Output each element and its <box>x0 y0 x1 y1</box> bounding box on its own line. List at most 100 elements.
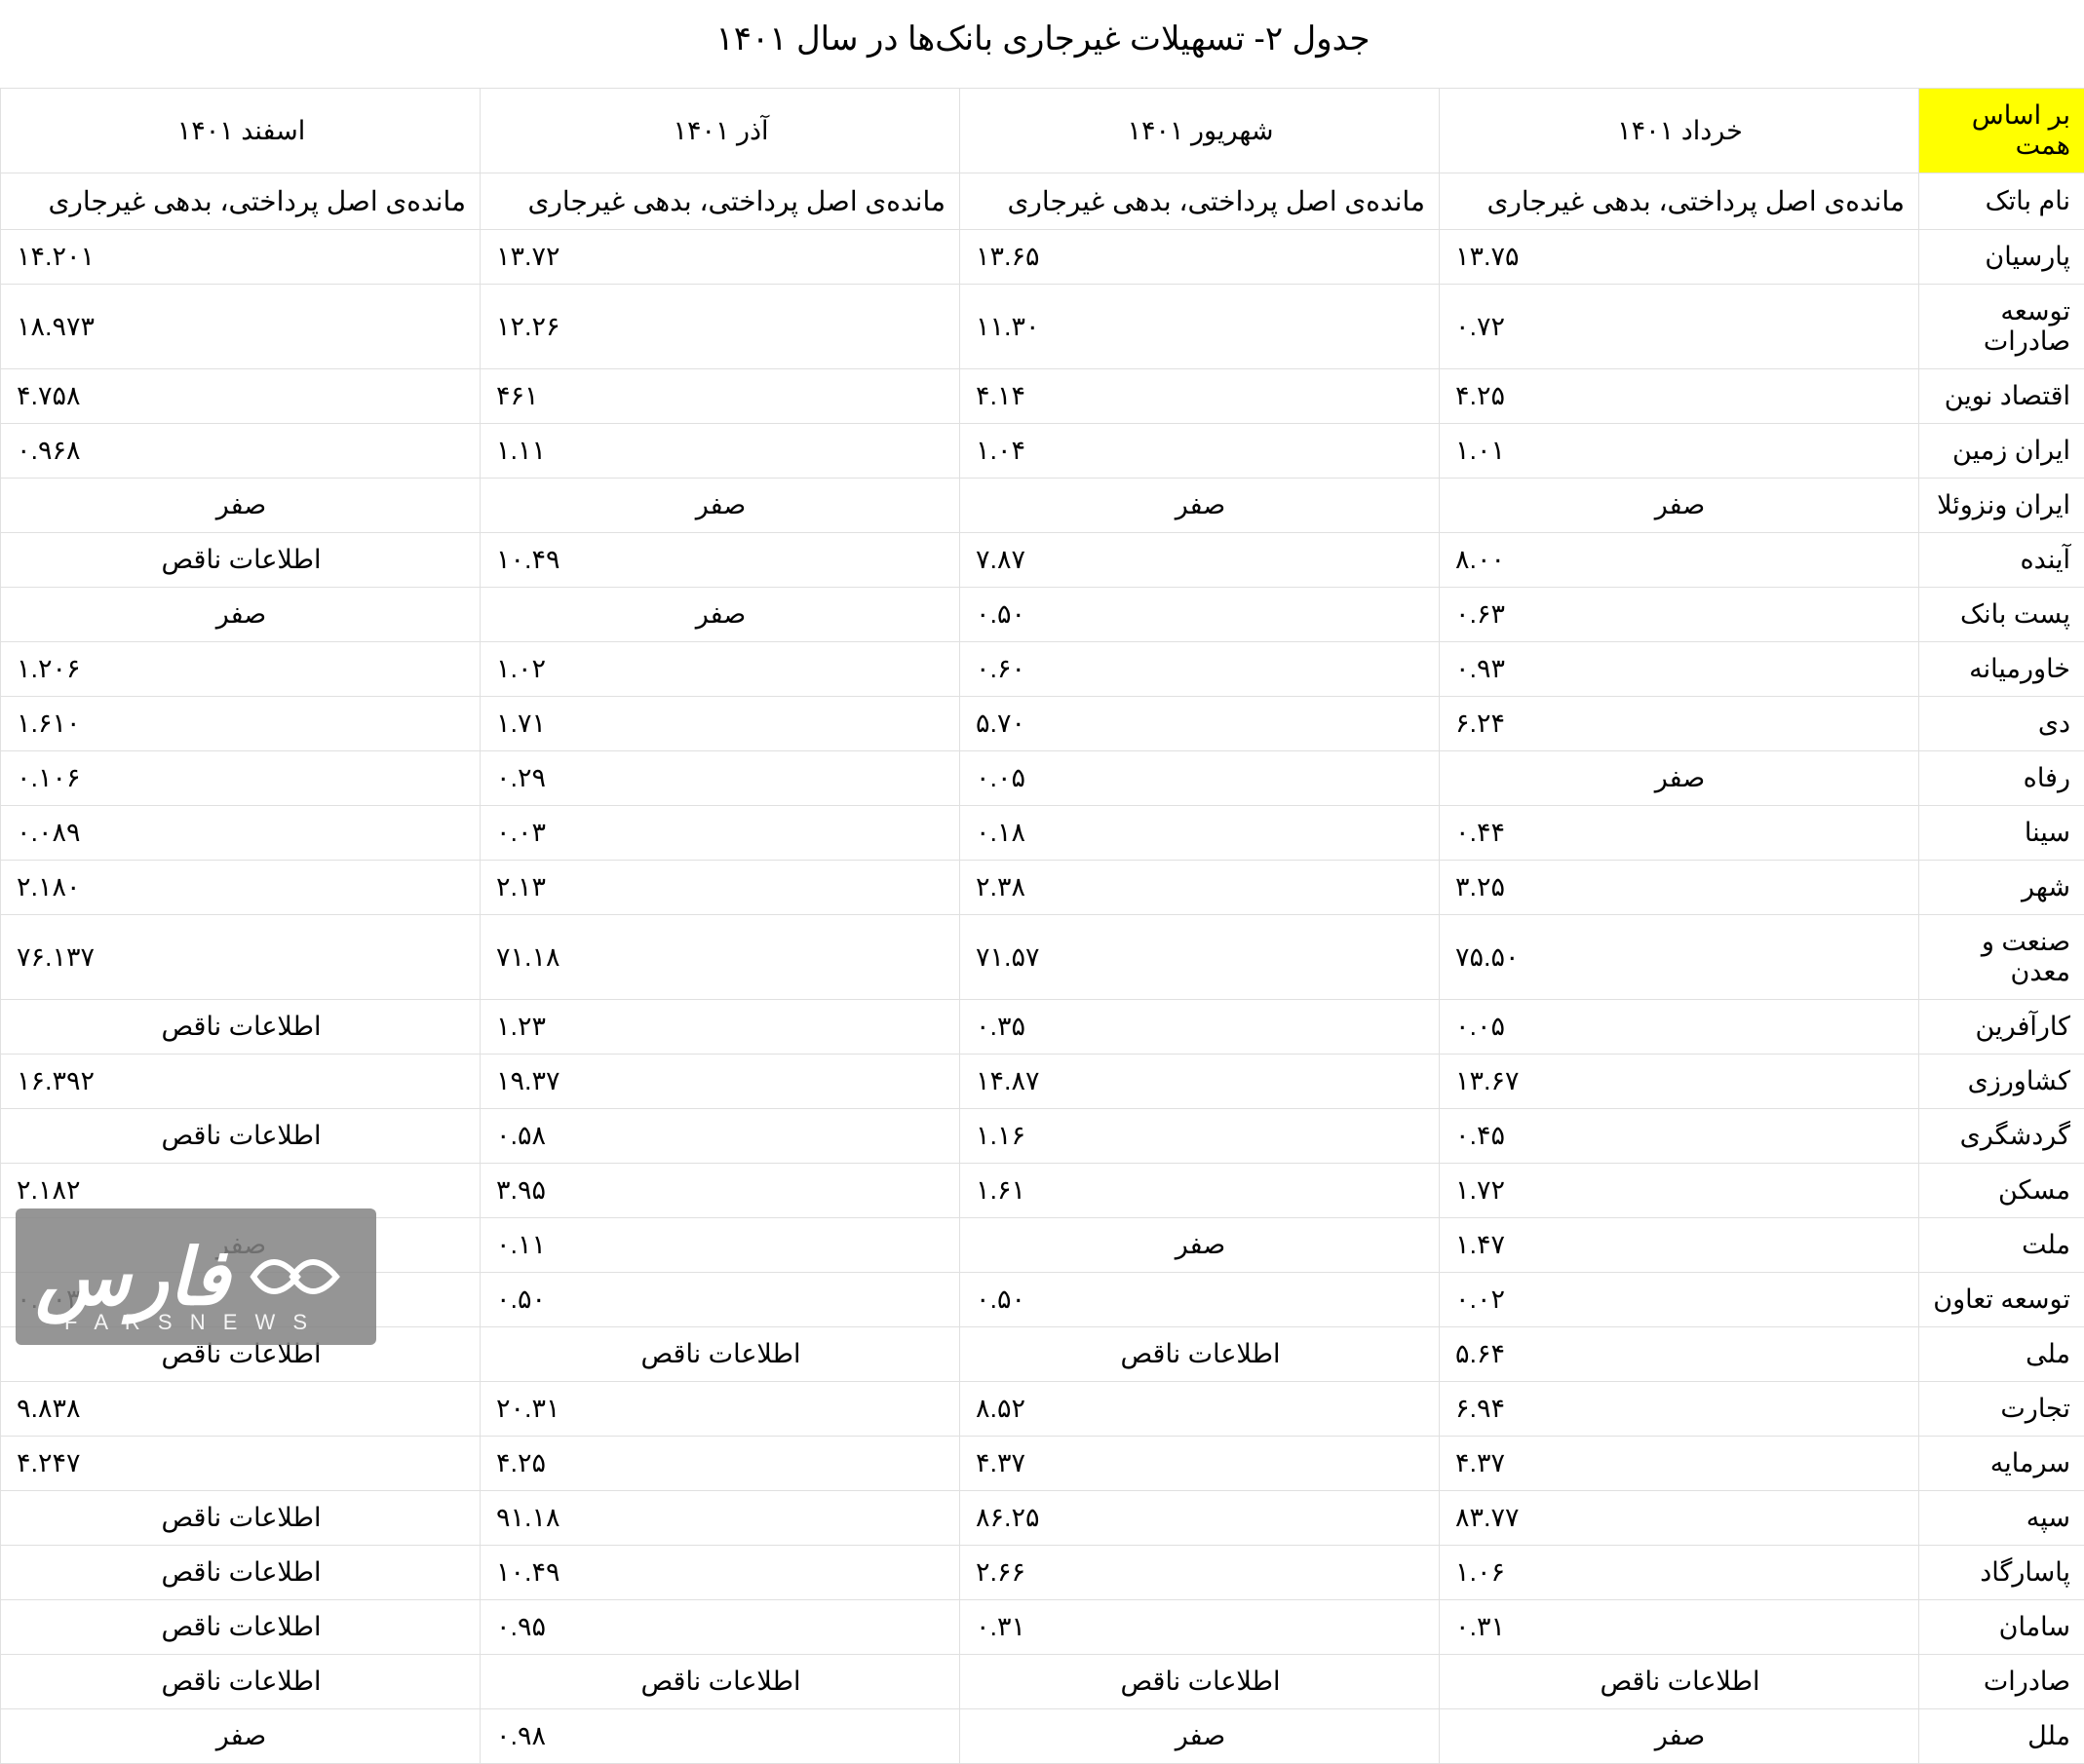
table-body: پارسیان۱۳.۷۵۱۳.۶۵۱۳.۷۲۱۴.۲۰۱توسعه صادرات… <box>0 230 2084 1764</box>
data-cell: ۶.۹۴ <box>1439 1382 1918 1437</box>
bank-name: سینا <box>1918 806 2084 861</box>
data-cell: ۰.۶۰ <box>959 642 1439 697</box>
data-cell: ۰.۳۱ <box>959 1600 1439 1655</box>
data-cell: اطلاعات ناقص <box>0 1109 480 1164</box>
data-cell: ۴.۷۵۸ <box>0 369 480 424</box>
data-cell: ۲.۱۸۰ <box>0 861 480 915</box>
bank-name: مسکن <box>1918 1164 2084 1218</box>
period-3: آذر ۱۴۰۱ <box>480 89 959 173</box>
data-cell: ۱۸.۹۷۳ <box>0 285 480 369</box>
bank-name: توسعه تعاون <box>1918 1273 2084 1327</box>
data-cell: ۵.۷۰ <box>959 697 1439 751</box>
data-cell: صفر <box>1439 479 1918 533</box>
data-cell: ۰.۴۵ <box>1439 1109 1918 1164</box>
data-cell: اطلاعات ناقص <box>959 1327 1439 1382</box>
table-row: رفاهصفر۰.۰۵۰.۲۹۰.۱۰۶ <box>0 751 2084 806</box>
data-cell: ۸.۵۲ <box>959 1382 1439 1437</box>
data-cell: اطلاعات ناقص <box>0 1000 480 1055</box>
data-cell: ۰.۰۵ <box>1439 1000 1918 1055</box>
data-cell: ۷۵.۵۰ <box>1439 915 1918 1000</box>
bank-name: گردشگری <box>1918 1109 2084 1164</box>
period-2: شهریور ۱۴۰۱ <box>959 89 1439 173</box>
data-cell: ۱۲.۲۶ <box>480 285 959 369</box>
data-cell: ۰.۰۲ <box>1439 1273 1918 1327</box>
data-cell: ۰.۵۰ <box>959 588 1439 642</box>
data-cell: ۱۰.۴۹ <box>480 1546 959 1600</box>
data-cell: صفر <box>959 1709 1439 1764</box>
data-cell: اطلاعات ناقص <box>0 533 480 588</box>
table-row: سینا۰.۴۴۰.۱۸۰.۰۳۰.۰۸۹ <box>0 806 2084 861</box>
data-cell: ۰.۹۶۸ <box>0 424 480 479</box>
table-row: پارسیان۱۳.۷۵۱۳.۶۵۱۳.۷۲۱۴.۲۰۱ <box>0 230 2084 285</box>
data-cell: ۰.۵۸ <box>480 1109 959 1164</box>
table-row: شهر۳.۲۵۲.۳۸۲.۱۳۲.۱۸۰ <box>0 861 2084 915</box>
data-cell: ۰.۴۴ <box>1439 806 1918 861</box>
bank-name: صادرات <box>1918 1655 2084 1709</box>
data-cell: ۴.۲۴۷ <box>0 1437 480 1491</box>
data-cell: اطلاعات ناقص <box>480 1655 959 1709</box>
data-cell: ۲.۱۸۲ <box>0 1164 480 1218</box>
data-cell: ۰.۵۰ <box>480 1273 959 1327</box>
table-row: اقتصاد نوین۴.۲۵۴.۱۴۴۶۱۴.۷۵۸ <box>0 369 2084 424</box>
sub-label-2: مانده‌ی اصل پرداختی، بدهی غیرجاری <box>959 173 1439 230</box>
data-cell: ۶.۲۴ <box>1439 697 1918 751</box>
data-cell: ۱.۰۶ <box>1439 1546 1918 1600</box>
table-row: سپه۸۳.۷۷۸۶.۲۵۹۱.۱۸اطلاعات ناقص <box>0 1491 2084 1546</box>
data-cell: اطلاعات ناقص <box>480 1327 959 1382</box>
bank-name: کارآفرین <box>1918 1000 2084 1055</box>
table-row: پاسارگاد۱.۰۶۲.۶۶۱۰.۴۹اطلاعات ناقص <box>0 1546 2084 1600</box>
bank-name: کشاورزی <box>1918 1055 2084 1109</box>
data-cell: ۰.۱۱ <box>480 1218 959 1273</box>
data-cell: ۱.۶۱ <box>959 1164 1439 1218</box>
data-cell: ۱۳.۶۷ <box>1439 1055 1918 1109</box>
data-cell: ۷.۸۷ <box>959 533 1439 588</box>
table-row: کارآفرین۰.۰۵۰.۳۵۱.۲۳اطلاعات ناقص <box>0 1000 2084 1055</box>
data-cell: ۹.۸۳۸ <box>0 1382 480 1437</box>
data-cell: ۹۱.۱۸ <box>480 1491 959 1546</box>
bank-name: صنعت و معدن <box>1918 915 2084 1000</box>
name-column-label: نام باتک <box>1918 173 2084 230</box>
bank-name: پاسارگاد <box>1918 1546 2084 1600</box>
data-cell: ۱۹.۳۷ <box>480 1055 959 1109</box>
data-cell: ۱۳.۷۲ <box>480 230 959 285</box>
data-cell: ۰.۰۰۳ <box>0 1273 480 1327</box>
data-cell: صفر <box>0 1218 480 1273</box>
data-cell: ۰.۷۲ <box>1439 285 1918 369</box>
data-cell: ۴.۳۷ <box>959 1437 1439 1491</box>
data-cell: ۰.۳۱ <box>1439 1600 1918 1655</box>
bank-name: سپه <box>1918 1491 2084 1546</box>
data-cell: ۸.۰۰ <box>1439 533 1918 588</box>
table-header: بر اساس همت خرداد ۱۴۰۱ شهریور ۱۴۰۱ آذر ۱… <box>0 89 2084 230</box>
bank-name: رفاه <box>1918 751 2084 806</box>
data-cell: اطلاعات ناقص <box>1439 1655 1918 1709</box>
table-row: توسعه تعاون۰.۰۲۰.۵۰۰.۵۰۰.۰۰۳ <box>0 1273 2084 1327</box>
data-cell: ۸۶.۲۵ <box>959 1491 1439 1546</box>
table-row: سرمایه۴.۳۷۴.۳۷۴.۲۵۴.۲۴۷ <box>0 1437 2084 1491</box>
data-cell: ۱.۴۷ <box>1439 1218 1918 1273</box>
table-row: ایران زمین۱.۰۱۱.۰۴۱.۱۱۰.۹۶۸ <box>0 424 2084 479</box>
data-cell: ۱۴.۲۰۱ <box>0 230 480 285</box>
data-cell: ۱.۲۰۶ <box>0 642 480 697</box>
data-cell: ۱.۷۱ <box>480 697 959 751</box>
bank-name: ایران زمین <box>1918 424 2084 479</box>
data-cell: اطلاعات ناقص <box>0 1546 480 1600</box>
data-cell: صفر <box>959 479 1439 533</box>
bank-name: ملی <box>1918 1327 2084 1382</box>
bank-name: خاورمیانه <box>1918 642 2084 697</box>
data-cell: صفر <box>480 588 959 642</box>
data-cell: ۰.۹۸ <box>480 1709 959 1764</box>
data-cell: ۱۴.۸۷ <box>959 1055 1439 1109</box>
data-cell: ۱.۰۱ <box>1439 424 1918 479</box>
table-row: ایران ونزوئلاصفرصفرصفرصفر <box>0 479 2084 533</box>
table-row: توسعه صادرات۰.۷۲۱۱.۳۰۱۲.۲۶۱۸.۹۷۳ <box>0 285 2084 369</box>
data-cell: ۲.۶۶ <box>959 1546 1439 1600</box>
data-cell: ۱.۰۴ <box>959 424 1439 479</box>
data-cell: اطلاعات ناقص <box>0 1600 480 1655</box>
header-row-1: بر اساس همت خرداد ۱۴۰۱ شهریور ۱۴۰۱ آذر ۱… <box>0 89 2084 173</box>
table-row: گردشگری۰.۴۵۱.۱۶۰.۵۸اطلاعات ناقص <box>0 1109 2084 1164</box>
data-cell: ۳.۲۵ <box>1439 861 1918 915</box>
sub-label-1: مانده‌ی اصل پرداختی، بدهی غیرجاری <box>1439 173 1918 230</box>
data-cell: ۱.۰۲ <box>480 642 959 697</box>
table-row: آینده۸.۰۰۷.۸۷۱۰.۴۹اطلاعات ناقص <box>0 533 2084 588</box>
data-cell: ۷۶.۱۳۷ <box>0 915 480 1000</box>
